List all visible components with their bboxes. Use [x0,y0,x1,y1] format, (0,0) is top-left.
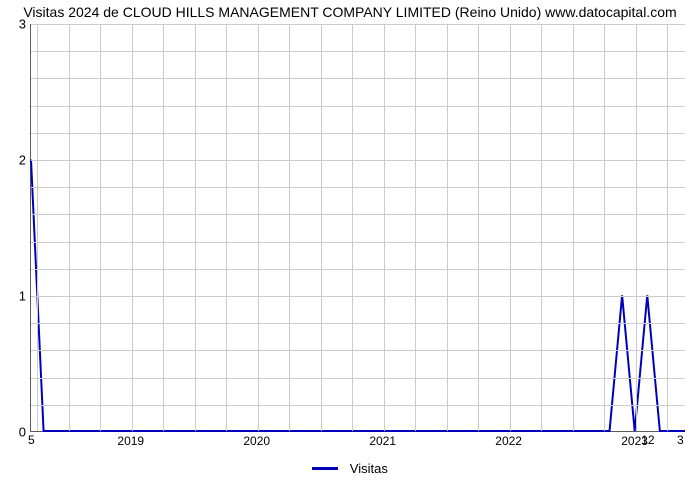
h-gridline-minor [31,106,685,107]
v-gridline-minor [69,24,70,431]
secondary-label-right-1: 12 [641,433,654,447]
v-gridline [510,24,511,431]
v-gridline-minor [100,24,101,431]
h-gridline [31,24,685,25]
v-gridline-minor [478,24,479,431]
y-tick-label: 0 [6,425,26,440]
y-tick-label: 1 [6,289,26,304]
v-gridline-minor [541,24,542,431]
h-gridline-minor [31,214,685,215]
line-series [31,24,685,431]
v-gridline-minor [667,24,668,431]
h-gridline-minor [31,78,685,79]
x-tick-label: 2021 [369,434,396,448]
x-tick-label: 2022 [495,434,522,448]
v-gridline-minor [604,24,605,431]
v-gridline-minor [226,24,227,431]
v-gridline-minor [352,24,353,431]
h-gridline [31,296,685,297]
y-tick-label: 3 [6,17,26,32]
h-gridline-minor [31,405,685,406]
h-gridline-minor [31,378,685,379]
legend: Visitas [0,460,700,476]
v-gridline-minor [415,24,416,431]
x-tick-label: 2019 [117,434,144,448]
v-gridline [384,24,385,431]
v-gridline-minor [289,24,290,431]
v-gridline [258,24,259,431]
v-gridline-minor [37,24,38,431]
v-gridline-minor [163,24,164,431]
v-gridline-minor [195,24,196,431]
y-tick-label: 2 [6,153,26,168]
h-gridline-minor [31,51,685,52]
h-gridline-minor [31,187,685,188]
v-gridline-minor [321,24,322,431]
v-gridline [636,24,637,431]
v-gridline-minor [573,24,574,431]
v-gridline [132,24,133,431]
h-gridline-minor [31,350,685,351]
h-gridline [31,160,685,161]
v-gridline-minor [447,24,448,431]
h-gridline-minor [31,133,685,134]
secondary-label-left: 5 [28,433,35,447]
h-gridline-minor [31,323,685,324]
h-gridline-minor [31,242,685,243]
x-tick-label: 2020 [243,434,270,448]
h-gridline-minor [31,269,685,270]
plot-area [30,24,685,432]
legend-label: Visitas [350,461,388,476]
legend-swatch [312,467,338,470]
chart-title: Visitas 2024 de CLOUD HILLS MANAGEMENT C… [0,4,700,20]
secondary-label-right-2: 3 [677,433,684,447]
